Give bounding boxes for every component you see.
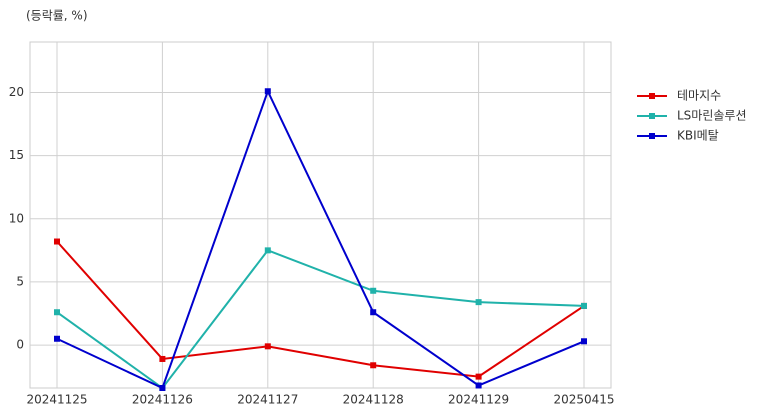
point [264,88,271,95]
point [54,335,60,342]
legend-marker [649,113,655,119]
x-tick-label: 20241126 [132,393,193,407]
legend-label: KBI메탈 [677,129,719,143]
legend-label: LS마린솔루션 [677,109,747,123]
point [581,338,587,345]
legend-label: 테마지수 [677,89,721,103]
x-tick-label: 20241129 [448,393,509,407]
point [264,343,271,350]
point [370,309,377,316]
point [54,238,60,245]
point [475,373,482,380]
x-tick-label: 20241125 [26,393,87,407]
point [370,287,377,294]
point [475,382,482,389]
y-tick-label: 0 [16,338,24,352]
y-tick-label: 10 [9,211,24,225]
series-line [56,88,585,390]
x-tick-label: 20241127 [237,393,298,407]
point [159,385,166,391]
x-tick-label: 20241128 [343,393,404,407]
legend-marker [649,133,655,139]
series-line [56,249,585,390]
point [475,299,482,306]
y-tick-label: 20 [9,85,24,99]
plot-area [29,41,612,389]
point [159,355,166,362]
point [54,309,60,316]
point [370,362,377,369]
y-axis-label: (등락률, %) [26,9,88,23]
y-tick-label: 15 [9,148,24,162]
point [264,247,271,254]
y-tick-label: 5 [16,274,24,288]
legend-marker [649,93,655,99]
series-line [56,240,585,378]
x-tick-label: 20250415 [553,393,614,407]
point [581,302,587,309]
